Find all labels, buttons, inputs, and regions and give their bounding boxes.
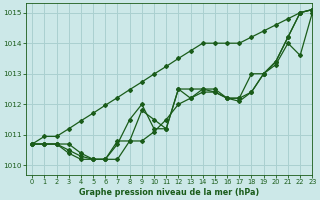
X-axis label: Graphe pression niveau de la mer (hPa): Graphe pression niveau de la mer (hPa) — [79, 188, 260, 197]
